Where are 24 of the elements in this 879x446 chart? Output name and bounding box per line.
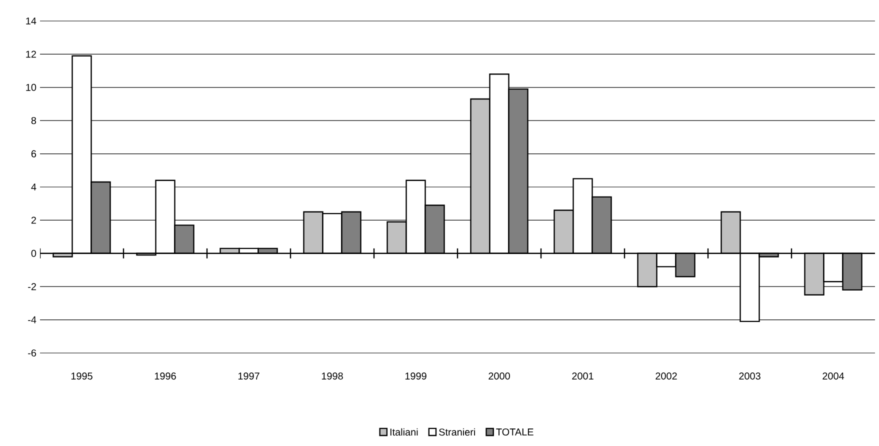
legend-label: Stranieri — [439, 428, 476, 436]
x-tick-label: 1998 — [322, 372, 343, 380]
y-tick-label: 0 — [31, 250, 36, 257]
x-tick-label: 2002 — [656, 372, 677, 380]
x-tick-label: 2004 — [822, 372, 844, 380]
y-tick-label: -6 — [28, 349, 36, 357]
x-tick-label: 1999 — [405, 372, 426, 380]
x-tick-label: 2003 — [739, 372, 760, 380]
y-tick-label: 12 — [26, 50, 36, 58]
x-tick-label: 1995 — [71, 372, 92, 380]
y-tick-label: -4 — [28, 316, 36, 324]
y-tick-label: 6 — [31, 150, 36, 158]
x-tick-label: 1996 — [154, 372, 176, 380]
x-tick-label: 2001 — [572, 372, 594, 380]
y-tick-label: 4 — [31, 184, 36, 190]
y-tick-label: 2 — [31, 216, 36, 224]
y-tick-label: 14 — [26, 18, 36, 24]
y-tick-label: 8 — [31, 117, 36, 124]
legend-label: Italiani — [390, 428, 418, 436]
legend-label: TOTALE — [496, 428, 534, 436]
y-tick-label: 10 — [26, 84, 36, 91]
y-tick-label: -2 — [28, 283, 36, 290]
x-tick-label: 1997 — [238, 372, 260, 380]
x-tick-label: 2000 — [488, 372, 510, 380]
